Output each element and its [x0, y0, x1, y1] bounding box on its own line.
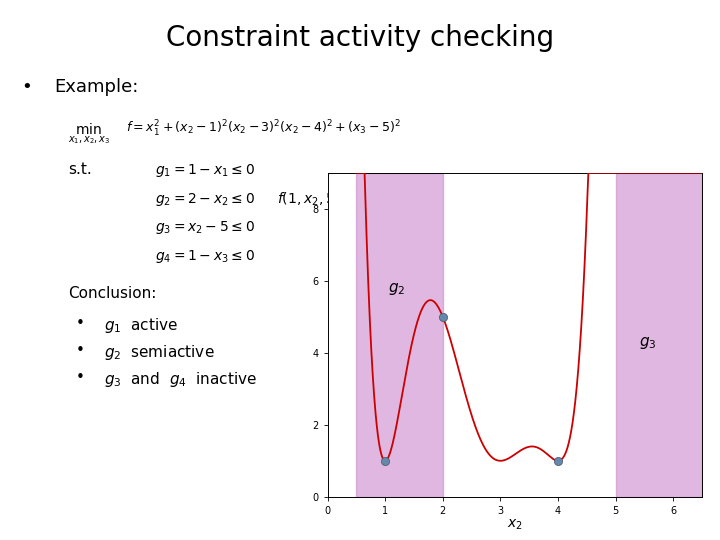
Text: $g_1$  active: $g_1$ active [104, 316, 179, 335]
Point [379, 456, 391, 465]
Text: $g_3$  and  $g_4$  inactive: $g_3$ and $g_4$ inactive [104, 370, 258, 389]
Point [552, 456, 564, 465]
Text: s.t.: s.t. [68, 162, 92, 177]
Text: •: • [76, 316, 84, 331]
X-axis label: $x_2$: $x_2$ [507, 517, 523, 531]
Text: $f(1,x_2,5)$: $f(1,x_2,5)$ [277, 191, 341, 208]
Point [437, 313, 449, 321]
Bar [616, 173, 702, 497]
Text: $g_2$: $g_2$ [388, 281, 405, 297]
Text: $g_4 = 1 - x_3 \leq 0$: $g_4 = 1 - x_3 \leq 0$ [155, 248, 255, 265]
Text: $g_3 = x_2 - 5 \leq 0$: $g_3 = x_2 - 5 \leq 0$ [155, 219, 255, 236]
Text: $g_3$: $g_3$ [639, 335, 656, 351]
Text: •: • [22, 78, 32, 96]
Text: $g_2$  semiactive: $g_2$ semiactive [104, 343, 215, 362]
Text: •: • [76, 343, 84, 358]
Text: $g_1 = 1 - x_1 \leq 0$: $g_1 = 1 - x_1 \leq 0$ [155, 162, 255, 179]
Text: $f = x_1^2 + (x_2-1)^2(x_2-3)^2(x_2-4)^2+(x_3-5)^2$: $f = x_1^2 + (x_2-1)^2(x_2-3)^2(x_2-4)^2… [126, 119, 400, 139]
Text: $g_2 = 2 - x_2 \leq 0$: $g_2 = 2 - x_2 \leq 0$ [155, 191, 255, 207]
Text: •: • [76, 370, 84, 385]
Text: Constraint activity checking: Constraint activity checking [166, 24, 554, 52]
Text: Conclusion:: Conclusion: [68, 286, 157, 301]
Text: Example:: Example: [54, 78, 138, 96]
Bar [356, 173, 443, 497]
Text: $\underset{x_1,x_2,x_3}{\min}$: $\underset{x_1,x_2,x_3}{\min}$ [68, 122, 111, 146]
